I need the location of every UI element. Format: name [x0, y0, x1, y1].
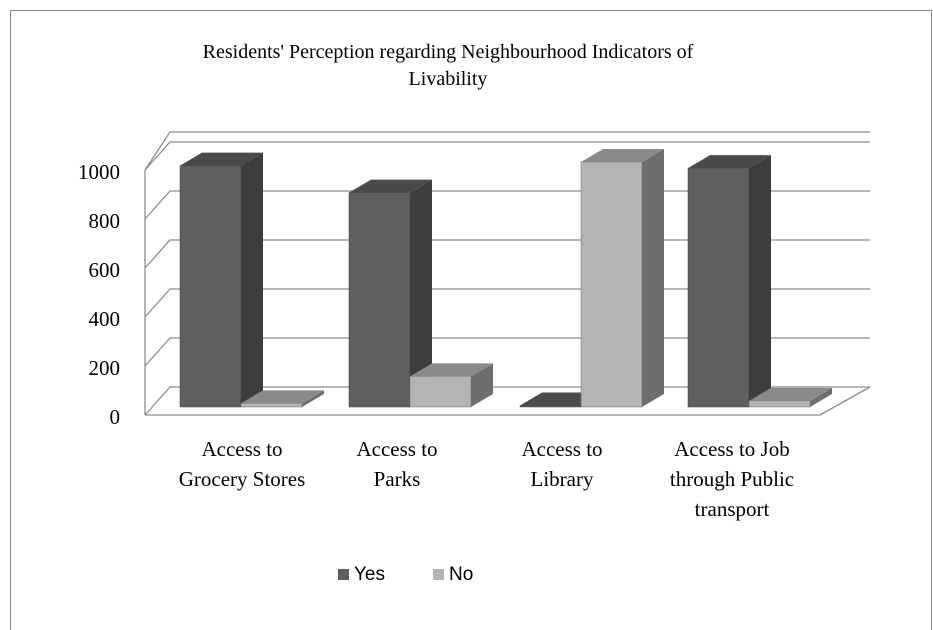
bar-side	[749, 155, 771, 407]
bar-side	[471, 363, 493, 407]
y-tick-label: 400	[89, 307, 121, 331]
y-tick-label: 200	[89, 356, 121, 380]
x-tick-label: Access to	[356, 437, 437, 461]
bar-top	[688, 155, 771, 169]
bar-top	[749, 387, 832, 401]
x-tick-label: Parks	[374, 467, 421, 491]
bar-side	[810, 387, 832, 407]
gridlines	[144, 131, 871, 416]
y-tick-label: 0	[110, 405, 121, 429]
bars	[179, 149, 832, 408]
x-tick-label: Access to	[521, 437, 602, 461]
x-tick-label: through Public	[670, 467, 794, 491]
legend-label: Yes	[354, 564, 385, 585]
bar-side	[642, 149, 664, 407]
y-tick-label: 800	[89, 209, 121, 233]
bar-yes	[687, 155, 771, 408]
bar-front	[409, 376, 472, 408]
bar-top	[241, 390, 324, 404]
bar-side	[302, 390, 324, 407]
bar-no	[580, 149, 664, 408]
gridline	[144, 141, 870, 171]
y-axis-ticks: 0 200 400 600 800 1000	[78, 160, 120, 429]
bar-front	[748, 400, 811, 408]
bar-front	[179, 165, 242, 408]
bar-front	[240, 403, 303, 408]
x-axis-labels: Access to Grocery Stores Access to Parks Acc…	[179, 437, 794, 521]
legend-item-no: No	[433, 564, 473, 585]
bar-side	[241, 152, 263, 407]
legend-label: No	[449, 564, 473, 585]
chart-title-line: Livability	[409, 68, 488, 90]
x-tick-label: Access to	[201, 437, 282, 461]
legend-item-yes: Yes	[338, 564, 385, 585]
bar-top	[180, 152, 263, 166]
bar-no	[409, 363, 493, 408]
chart-title-line: Residents' Perception regarding Neighbou…	[203, 41, 694, 63]
bar-no	[240, 390, 324, 408]
y-tick-label: 600	[89, 258, 121, 282]
chart-canvas: Residents' Perception regarding Neighbou…	[78, 41, 871, 585]
bar-side	[410, 179, 432, 407]
x-tick-label: Access to Job	[674, 437, 789, 461]
x-tick-label: Library	[531, 467, 594, 491]
bar-yes	[179, 152, 263, 408]
bar-front	[519, 405, 582, 408]
bar-top	[581, 149, 664, 162]
x-tick-label: transport	[695, 497, 770, 521]
bar-top	[410, 363, 493, 377]
chart-frame	[10, 10, 932, 630]
floor-right-edge	[819, 386, 871, 416]
back-wall-top	[144, 131, 870, 171]
y-tick-label: 1000	[78, 160, 120, 184]
chart-title: Residents' Perception regarding Neighbou…	[203, 41, 694, 90]
bar-front	[687, 167, 750, 408]
bar-top	[349, 179, 432, 193]
bar-no	[748, 387, 832, 408]
legend: Yes No	[338, 564, 473, 585]
bar-front	[348, 192, 411, 408]
x-tick-label: Grocery Stores	[179, 467, 306, 491]
legend-swatch	[338, 569, 349, 580]
bar-yes	[348, 179, 432, 408]
legend-swatch	[433, 569, 444, 580]
bar-front	[580, 161, 643, 408]
